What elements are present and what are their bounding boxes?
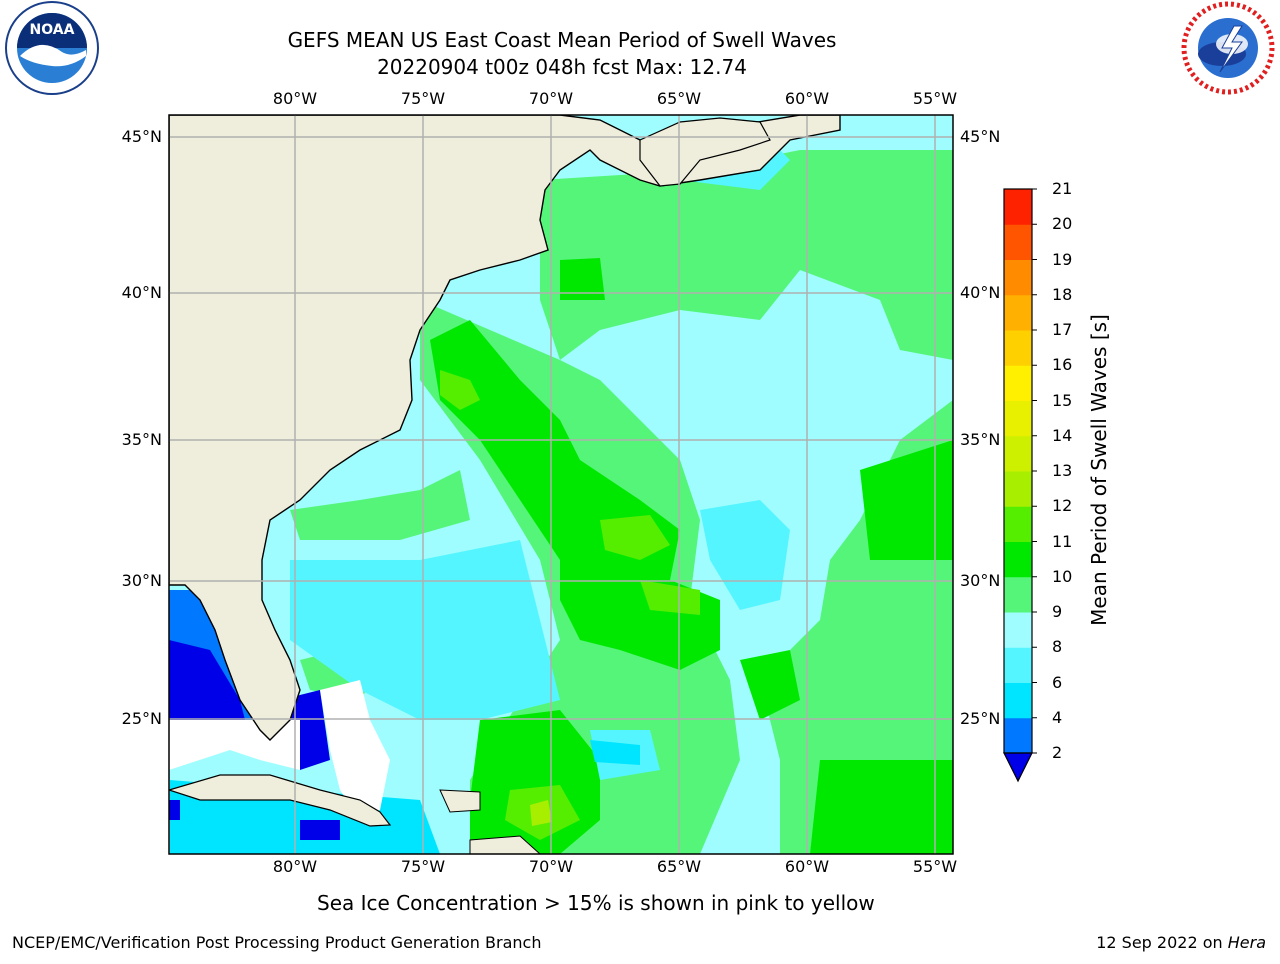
lon-label-bottom: 65°W xyxy=(656,857,702,876)
colorbar-tick-label: 20 xyxy=(1052,214,1073,234)
swell-period-field xyxy=(169,115,953,854)
colorbar-tick-label: 11 xyxy=(1052,531,1073,551)
period-10-11-core xyxy=(430,320,720,670)
period-max-spot xyxy=(530,800,552,826)
producer-credit: NCEP/EMC/Verification Post Processing Pr… xyxy=(12,933,542,952)
period-6-8-southwest xyxy=(290,540,560,720)
lat-label-left: 45°N xyxy=(121,127,162,146)
colorbar-label: Mean Period of Swell Waves [s] xyxy=(1087,314,1111,626)
period-4-6-caribbean xyxy=(170,780,440,854)
period-9-10-north xyxy=(540,150,953,360)
colorbar-tick-label: 14 xyxy=(1052,425,1073,445)
cuba-land xyxy=(169,774,392,827)
noaa-logo-text: NOAA xyxy=(30,22,75,38)
period-2-4-gulf xyxy=(169,590,260,720)
colorbar-segment xyxy=(1004,435,1032,472)
colorbar-tick-label: 2 xyxy=(1052,743,1063,762)
colorbar-tick-label: 9 xyxy=(1052,602,1063,621)
colorbar-tick-label: 13 xyxy=(1052,461,1073,480)
run-date-credit: 12 Sep 2022 on Hera xyxy=(1096,932,1266,954)
sea-ice-footnote: Sea Ice Concentration > 15% is shown in … xyxy=(317,891,875,915)
colorbar-tick-label: 19 xyxy=(1052,249,1073,269)
lon-label-bottom: 75°W xyxy=(400,857,446,876)
colorbar-tick-label: 6 xyxy=(1052,672,1063,692)
lat-label-right: 45°N xyxy=(960,127,1001,146)
lon-label-top: 75°W xyxy=(400,89,446,108)
lon-label-top: 60°W xyxy=(784,89,830,108)
map-gridlines xyxy=(169,115,953,854)
lon-label-bottom: 70°W xyxy=(528,857,574,876)
colorbar-tick-label: 16 xyxy=(1052,355,1073,375)
colorbar-segment xyxy=(1004,259,1032,296)
colorbar-tick-label: 12 xyxy=(1052,496,1073,516)
colorbar-segment xyxy=(1004,647,1032,683)
lon-label-bottom: 55°W xyxy=(912,857,958,876)
colorbar-segment xyxy=(1004,400,1032,437)
colorbar-segment xyxy=(1004,224,1032,260)
bahamas-nodata xyxy=(320,680,390,820)
period-6-8-east xyxy=(700,500,790,610)
colorbar-segment xyxy=(1004,541,1032,578)
lon-label-top: 70°W xyxy=(528,89,574,108)
lon-label-top: 55°W xyxy=(912,89,958,108)
map-frame xyxy=(168,114,954,855)
period-8-9-area xyxy=(169,115,953,854)
chart-subtitle: 20220904 t00z 048h fcst Max: 12.74 xyxy=(377,55,747,79)
period-9-10-central xyxy=(420,300,740,854)
lat-label-right: 35°N xyxy=(960,430,1001,449)
colorbar-segment xyxy=(1004,576,1032,613)
colorbar-tick-label: 21 xyxy=(1052,179,1073,198)
lon-label-top: 80°W xyxy=(272,89,318,108)
period-under-2-gulf xyxy=(169,640,250,745)
host-name: Hera xyxy=(1227,933,1266,952)
colorbar-segment xyxy=(1004,717,1032,754)
period-9-10-east xyxy=(760,300,953,854)
noaa-logo: NOAA xyxy=(0,0,104,100)
colorbar-segment xyxy=(1004,189,1032,225)
colorbar xyxy=(1003,188,1037,783)
colorbar-segment xyxy=(1004,612,1032,648)
lon-label-bottom: 80°W xyxy=(272,857,318,876)
colorbar-segment xyxy=(1004,506,1032,542)
colorbar-tick-label: 18 xyxy=(1052,284,1073,304)
north-america-land xyxy=(169,115,841,741)
colorbar-extend-min xyxy=(1003,752,1033,783)
colorbar-segment xyxy=(1004,471,1032,507)
colorbar-segment xyxy=(1004,330,1032,366)
colorbar-frame xyxy=(1003,188,1033,754)
nws-logo xyxy=(1176,0,1280,100)
lat-label-left: 40°N xyxy=(121,283,162,302)
run-date: 12 Sep 2022 on xyxy=(1096,933,1228,952)
lon-label-top: 65°W xyxy=(656,89,702,108)
lat-label-left: 25°N xyxy=(121,709,162,728)
colorbar-segment xyxy=(1004,682,1032,719)
colorbar-tick-label: 10 xyxy=(1052,566,1073,586)
lat-label-right: 25°N xyxy=(960,709,1001,728)
chart-title: GEFS MEAN US East Coast Mean Period of S… xyxy=(287,28,837,52)
colorbar-segment xyxy=(1004,365,1032,401)
nova-scotia-land xyxy=(639,117,771,187)
colorbar-tick-label: 8 xyxy=(1052,637,1063,657)
colorbar-tick-label: 4 xyxy=(1052,707,1063,727)
colorbar-tick-label: 17 xyxy=(1052,320,1073,339)
lat-label-right: 40°N xyxy=(960,283,1001,302)
lon-label-bottom: 60°W xyxy=(784,857,830,876)
lat-label-right: 30°N xyxy=(960,571,1001,590)
colorbar-segment xyxy=(1004,294,1032,331)
colorbar-tick-label: 15 xyxy=(1052,390,1073,410)
lat-label-left: 35°N xyxy=(121,430,162,449)
lat-label-left: 30°N xyxy=(121,571,162,590)
